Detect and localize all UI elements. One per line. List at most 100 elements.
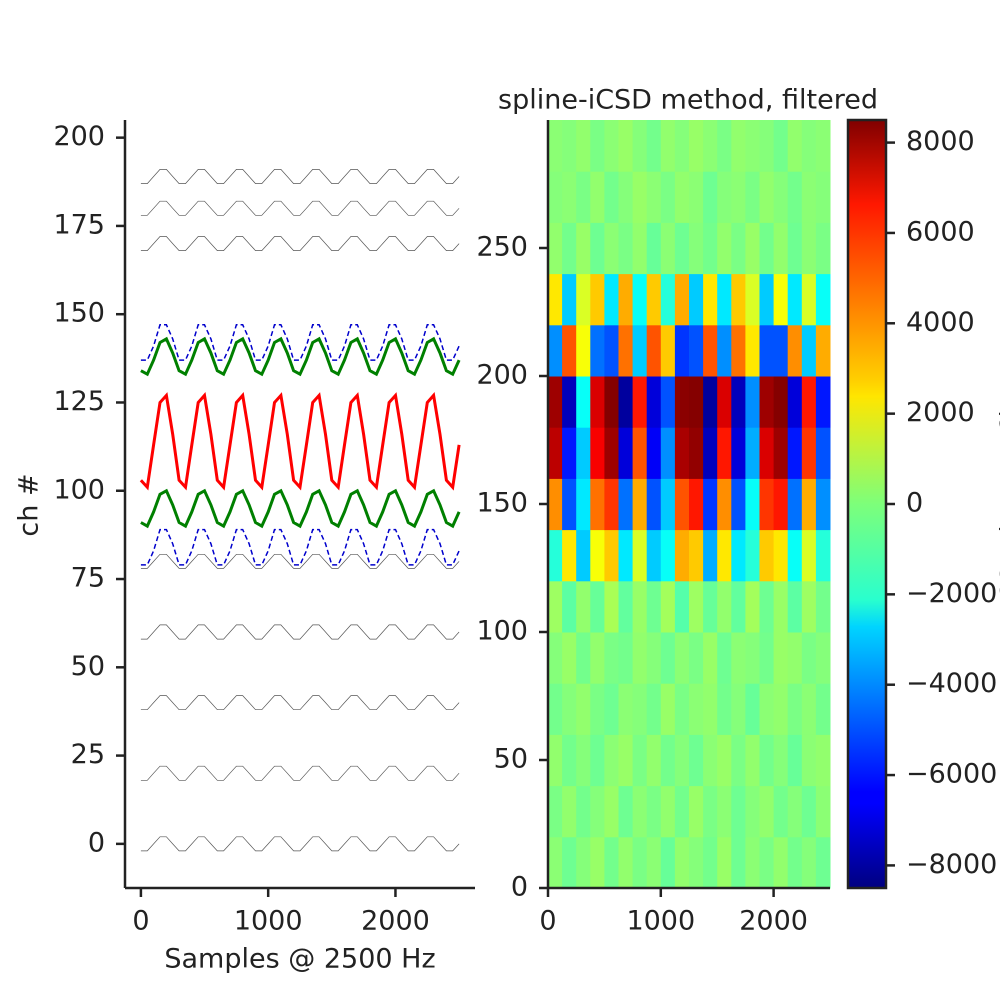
heatmap-cell: [576, 785, 591, 838]
heatmap-cell: [801, 120, 817, 172]
heatmap-cell: [787, 683, 803, 735]
heatmap-cell: [632, 836, 648, 889]
heatmap-cell: [590, 836, 605, 889]
heatmap-cell: [674, 734, 690, 787]
y-tick-label: 100: [53, 474, 105, 505]
heatmap-cell: [548, 734, 563, 787]
heatmap-cell: [632, 222, 648, 275]
heatmap-cell: [548, 580, 563, 633]
heatmap-cell: [562, 836, 577, 889]
heatmap-cell: [632, 785, 648, 838]
heatmap-cell: [773, 171, 789, 223]
heatmap-cell: [745, 478, 760, 531]
trace: [140, 624, 460, 640]
heatmap-cell: [604, 734, 619, 787]
heatmap-cell: [674, 580, 690, 633]
heatmap-cell: [576, 376, 591, 428]
heatmap-cell: [773, 222, 789, 275]
heatmap-cell: [717, 120, 732, 172]
heatmap-cell: [576, 580, 591, 633]
heatmap-cell: [590, 324, 605, 377]
heatmap-cell: [787, 632, 803, 684]
heatmap-cell: [604, 273, 619, 326]
heatmap-cell: [703, 171, 718, 223]
heatmap-cell: [815, 785, 831, 838]
heatmap-cell: [759, 222, 775, 275]
heatmap-cell: [717, 376, 732, 428]
heatmap-cell: [618, 836, 634, 889]
heatmap-cell: [787, 376, 803, 428]
heatmap-cell: [689, 632, 704, 684]
heatmap-cell: [632, 734, 648, 787]
x-tick-label: 0: [132, 906, 149, 937]
heatmap-cell: [646, 171, 662, 223]
heatmap-cell: [731, 273, 746, 326]
heatmap-cell: [604, 222, 619, 275]
heatmap-cell: [731, 478, 746, 531]
heatmap-cell: [689, 171, 704, 223]
heatmap-cell: [576, 632, 591, 684]
heatmap-cell: [604, 427, 619, 479]
heatmap-cell: [815, 376, 831, 428]
heatmap-cell: [815, 222, 831, 275]
x-tick-label: 2000: [361, 906, 430, 937]
heatmap-cell: [674, 836, 690, 889]
heatmap-cell: [815, 273, 831, 326]
colorbar-tick-label: −8000: [906, 849, 997, 880]
heatmap-cell: [759, 324, 775, 377]
heatmap-cell: [674, 529, 690, 582]
heatmap-cell: [703, 683, 718, 735]
heatmap-cell: [632, 632, 648, 684]
heatmap-cell: [632, 120, 648, 172]
heatmap-cell: [773, 580, 789, 633]
heatmap-cell: [548, 427, 563, 479]
heatmap-cell: [548, 683, 563, 735]
heatmap-cell: [689, 273, 704, 326]
heatmap-cell: [689, 427, 704, 479]
heatmap-cell: [562, 427, 577, 479]
heatmap-cell: [759, 580, 775, 633]
heatmap-cell: [646, 120, 662, 172]
heatmap-cell: [703, 120, 718, 172]
heatmap-cell: [562, 683, 577, 735]
heatmap-cell: [660, 580, 676, 633]
heatmap-cell: [618, 632, 634, 684]
heatmap-cell: [773, 785, 789, 838]
heatmap-cell: [604, 324, 619, 377]
heatmap-cell: [745, 376, 760, 428]
heatmap-cell: [590, 683, 605, 735]
y-axis-label: ch #: [14, 473, 45, 536]
colorbar-tick-label: −6000: [906, 759, 997, 790]
heatmap-cell: [660, 734, 676, 787]
heatmap-cell: [703, 222, 718, 275]
heatmap-cell: [576, 836, 591, 889]
heatmap-cell: [815, 529, 831, 582]
heatmap-cell: [787, 222, 803, 275]
heatmap-cell: [689, 836, 704, 889]
heatmap-cell: [562, 273, 577, 326]
heatmap-cell: [590, 427, 605, 479]
y-tick-label: 125: [53, 386, 105, 417]
heatmap-cell: [689, 734, 704, 787]
heatmap-cell: [646, 324, 662, 377]
heatmap-cell: [773, 632, 789, 684]
colorbar-tick-label: 8000: [906, 126, 975, 157]
x-tick-label: 1000: [234, 906, 303, 937]
heatmap-cell: [717, 529, 732, 582]
heatmap-cell: [801, 734, 817, 787]
heatmap-cell: [604, 171, 619, 223]
heatmap-cell: [717, 734, 732, 787]
heatmap-cell: [801, 580, 817, 633]
heatmap-cell: [660, 324, 676, 377]
trace: [139, 392, 461, 491]
heatmap-cell: [576, 222, 591, 275]
heatmap-cell: [590, 376, 605, 428]
heatmap-cell: [717, 273, 732, 326]
heatmap-cell: [548, 171, 563, 223]
heatmap-cell: [548, 273, 563, 326]
heatmap-cell: [576, 529, 591, 582]
heatmap-cell: [604, 580, 619, 633]
heatmap-cell: [618, 273, 634, 326]
heatmap-cell: [801, 683, 817, 735]
